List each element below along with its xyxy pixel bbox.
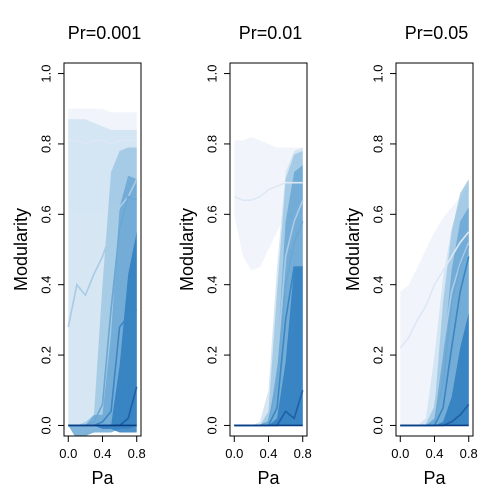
x-tick-label: 0.0 (391, 446, 409, 461)
y-tick-label: 0.0 (204, 416, 219, 434)
x-tick-label: 0.4 (93, 446, 111, 461)
chart-title: Pr=0.01 (239, 23, 303, 43)
x-tick-label: 0.8 (294, 446, 312, 461)
plot-area (399, 179, 470, 427)
x-tick-label: 0.8 (128, 446, 146, 461)
median-line-series-0 (233, 181, 303, 202)
y-tick-label: 0.2 (204, 346, 219, 364)
x-tick-label: 0.4 (425, 446, 443, 461)
y-tick-label: 0.6 (370, 205, 385, 223)
x-tick-label: 0.4 (259, 446, 277, 461)
plot-area (67, 108, 138, 436)
x-axis-label: Pa (423, 468, 446, 488)
chart-title: Pr=0.001 (68, 23, 142, 43)
y-tick-label: 1.0 (370, 65, 385, 83)
y-tick-label: 0.8 (370, 135, 385, 153)
y-axis-label: Modularity (343, 208, 363, 291)
band-series-3 (400, 207, 469, 426)
y-tick-label: 0.0 (38, 416, 53, 434)
y-axis-label: Modularity (11, 208, 31, 291)
y-tick-label: 0.8 (204, 135, 219, 153)
band-series-4 (68, 231, 137, 433)
x-tick-label: 0.8 (460, 446, 478, 461)
x-axis-label: Pa (91, 468, 114, 488)
y-tick-label: 0.2 (370, 346, 385, 364)
median-line-series-0 (68, 139, 137, 145)
band-series-4 (234, 267, 303, 426)
panel-pr-0-05: Pr=0.05 0.0 0.2 0.4 0.6 0.8 1.0 0.0 0.4 0.8 Pa Modu… (343, 23, 478, 488)
x-axis-label: Pa (257, 468, 280, 488)
y-tick-label: 1.0 (204, 65, 219, 83)
y-tick-label: 0.4 (204, 276, 219, 294)
y-tick-label: 0.8 (38, 135, 53, 153)
y-tick-label: 1.0 (38, 65, 53, 83)
y-tick-label: 0.4 (38, 276, 53, 294)
band-series-0 (234, 136, 303, 271)
band-series-4 (400, 312, 469, 426)
y-tick-label: 0.6 (38, 205, 53, 223)
band-series-3 (234, 165, 303, 426)
y-tick-label: 0.0 (370, 416, 385, 434)
panel-pr-0-01: Pr=0.01 0.0 0.2 0.4 0.6 0.8 1.0 0.0 0.4 0.8 Pa Modu… (177, 23, 312, 488)
y-tick-label: 0.2 (38, 346, 53, 364)
y-tick-label: 0.4 (370, 276, 385, 294)
chart-title: Pr=0.05 (405, 23, 469, 43)
median-line-series-0 (399, 231, 470, 349)
y-tick-label: 0.6 (204, 205, 219, 223)
y-axis-label: Modularity (177, 208, 197, 291)
plot-area (233, 136, 304, 427)
median-line-series-1 (67, 178, 138, 328)
panel-pr-0-001: Pr=0.001 0.0 0.2 0.4 0.6 0.8 1.0 0.0 0.4 0.8 Pa Mod… (11, 23, 146, 488)
x-tick-label: 0.0 (225, 446, 243, 461)
x-tick-label: 0.0 (59, 446, 77, 461)
